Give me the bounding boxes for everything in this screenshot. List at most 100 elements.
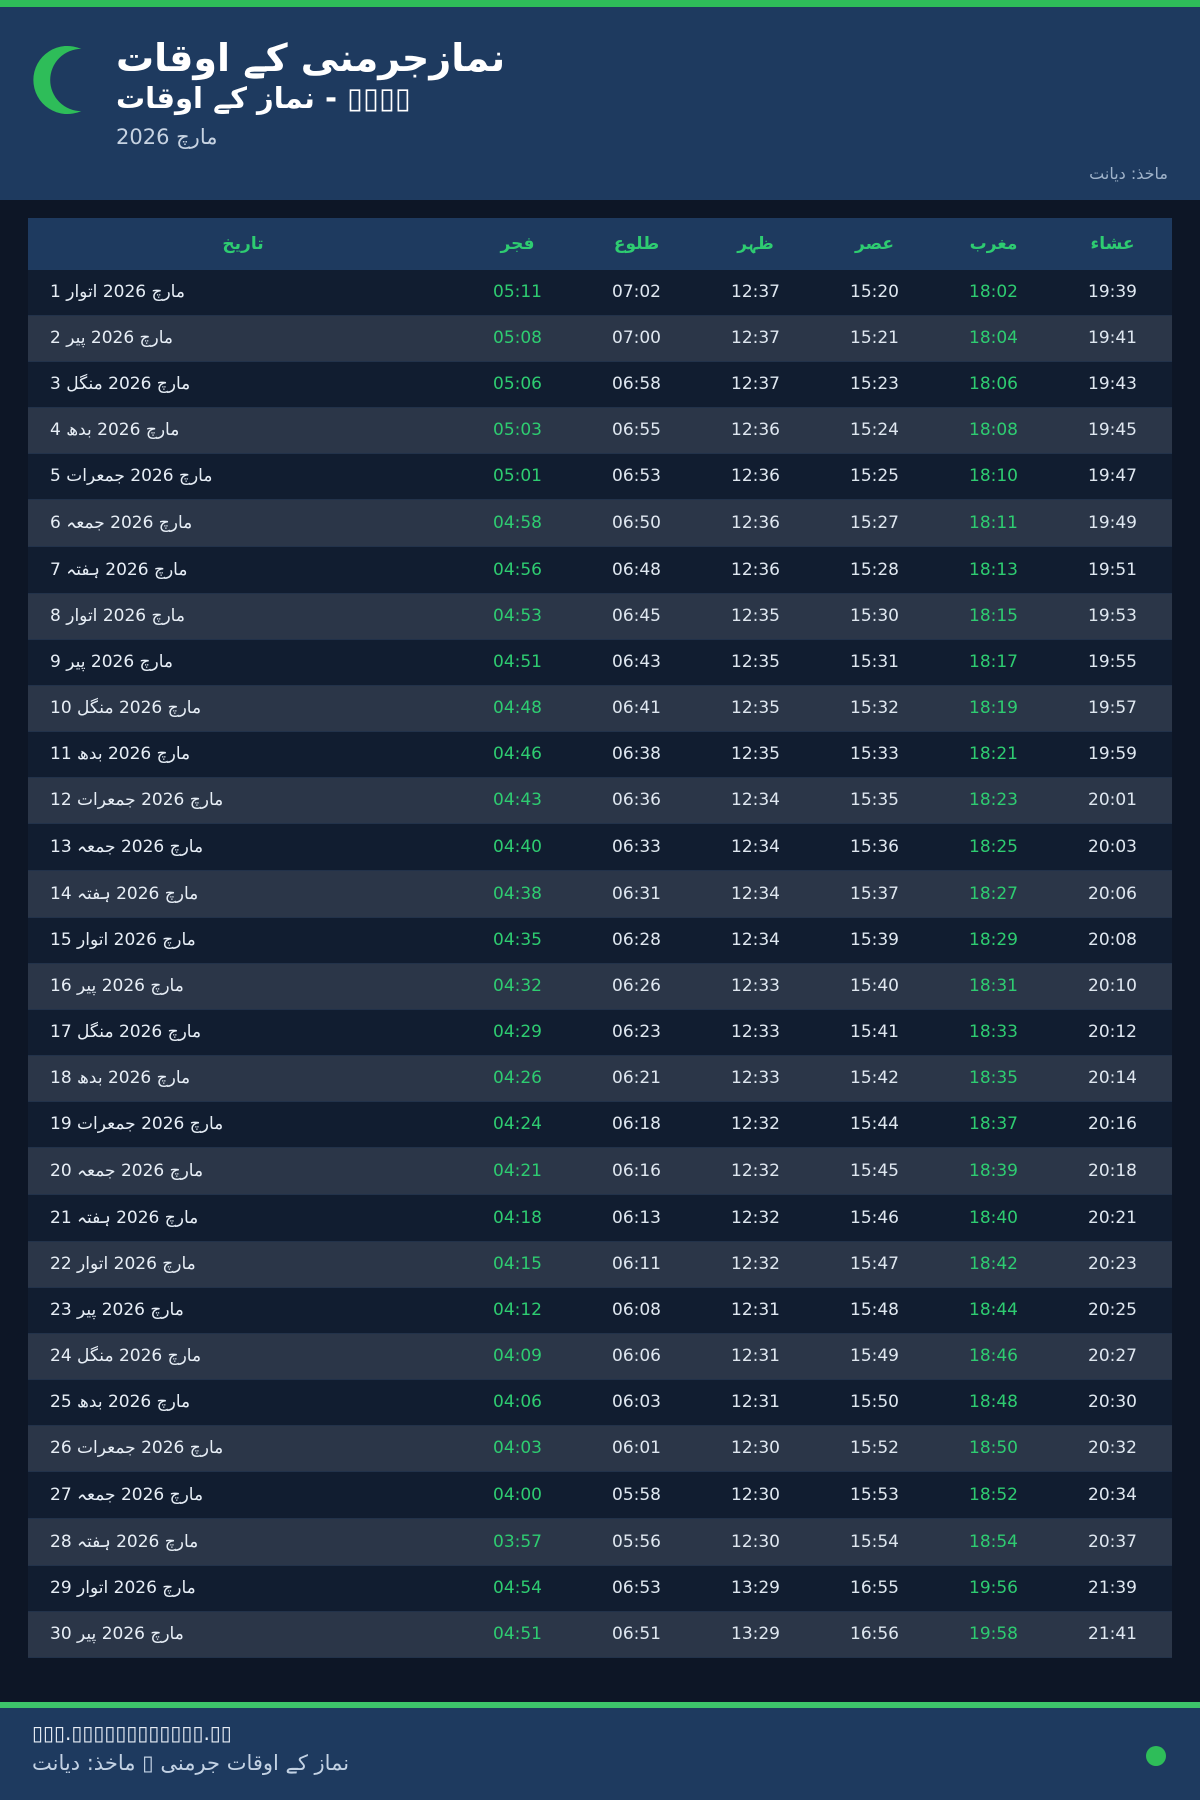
cell-maghrib: 18:15 [934, 593, 1053, 640]
cell-fajr: 03:57 [458, 1518, 577, 1566]
cell-sunrise: 06:03 [577, 1379, 696, 1426]
column-header-fajr: فجر [458, 218, 577, 270]
page-subtitle: نماز کے اوقات - ▯▯▯▯ [116, 80, 412, 115]
cell-isha: 19:49 [1053, 499, 1172, 547]
cell-sunrise: 07:02 [577, 270, 696, 316]
cell-maghrib: 18:31 [934, 963, 1053, 1010]
table-row: 14 مارچ 2026 ہفتہ 04:38 06:31 12:34 15:37 18:… [28, 870, 1172, 918]
cell-isha: 20:14 [1053, 1055, 1172, 1102]
cell-date: 11 مارچ 2026 بدھ [28, 731, 458, 778]
table-row: 22 مارچ 2026 اتوار 04:15 06:11 12:32 15:47 18… [28, 1241, 1172, 1288]
cell-asr: 15:45 [815, 1147, 934, 1195]
status-dot-icon [1146, 1746, 1166, 1766]
table-row: 29 مارچ 2026 اتوار 04:54 06:53 13:29 16:55 19… [28, 1565, 1172, 1612]
cell-isha: 19:53 [1053, 593, 1172, 640]
cell-asr: 15:52 [815, 1425, 934, 1472]
cell-maghrib: 18:33 [934, 1009, 1053, 1056]
cell-dhuhr: 12:35 [696, 731, 815, 778]
cell-dhuhr: 12:30 [696, 1471, 815, 1519]
cell-sunrise: 06:13 [577, 1194, 696, 1242]
cell-fajr: 05:03 [458, 407, 577, 454]
month-label: مارچ 2026 [116, 124, 218, 149]
cell-sunrise: 06:01 [577, 1425, 696, 1472]
table-row: 20 مارچ 2026 جمعہ 04:21 06:16 12:32 15:45 18:… [28, 1147, 1172, 1195]
cell-fajr: 04:38 [458, 870, 577, 918]
cell-fajr: 04:03 [458, 1425, 577, 1472]
table-row: 21 مارچ 2026 ہفتہ 04:18 06:13 12:32 15:46 18:… [28, 1194, 1172, 1242]
footer-url[interactable]: ▯▯▯.▯▯▯▯▯▯▯▯▯▯▯▯.▯▯ [32, 1721, 232, 1745]
cell-dhuhr: 12:35 [696, 639, 815, 686]
cell-sunrise: 06:58 [577, 361, 696, 408]
column-header-isha: عشاء [1053, 218, 1172, 270]
cell-dhuhr: 12:31 [696, 1379, 815, 1426]
table-row: 2 مارچ 2026 پیر 05:08 07:00 12:37 15:21 18:04… [28, 315, 1172, 362]
cell-maghrib: 18:52 [934, 1471, 1053, 1519]
cell-date: 29 مارچ 2026 اتوار [28, 1565, 458, 1612]
table-row: 1 مارچ 2026 اتوار 05:11 07:02 12:37 15:20 18:… [28, 270, 1172, 316]
cell-asr: 15:44 [815, 1101, 934, 1148]
cell-maghrib: 18:48 [934, 1379, 1053, 1426]
column-header-asr: عصر [815, 218, 934, 270]
cell-dhuhr: 12:37 [696, 270, 815, 316]
cell-date: 1 مارچ 2026 اتوار [28, 270, 458, 316]
cell-date: 24 مارچ 2026 منگل [28, 1333, 458, 1380]
cell-date: 13 مارچ 2026 جمعہ [28, 823, 458, 871]
table-row: 17 مارچ 2026 منگل 04:29 06:23 12:33 15:41 18:… [28, 1009, 1172, 1056]
cell-maghrib: 18:23 [934, 777, 1053, 824]
cell-isha: 21:39 [1053, 1565, 1172, 1612]
cell-date: 16 مارچ 2026 پیر [28, 963, 458, 1010]
cell-maghrib: 18:02 [934, 270, 1053, 316]
cell-isha: 19:59 [1053, 731, 1172, 778]
cell-date: 14 مارچ 2026 ہفتہ [28, 870, 458, 918]
cell-sunrise: 06:51 [577, 1611, 696, 1658]
cell-dhuhr: 12:37 [696, 361, 815, 408]
cell-asr: 15:49 [815, 1333, 934, 1380]
cell-isha: 20:10 [1053, 963, 1172, 1010]
table-header-row: تاریخ فجر طلوع ظہر عصر مغرب عشاء [28, 218, 1172, 270]
cell-dhuhr: 12:30 [696, 1518, 815, 1566]
cell-asr: 15:47 [815, 1241, 934, 1288]
table-row: 24 مارچ 2026 منگل 04:09 06:06 12:31 15:49 18:… [28, 1333, 1172, 1380]
cell-fajr: 04:51 [458, 639, 577, 686]
page-header: نمازجرمنی کے اوقات نماز کے اوقات - ▯▯▯▯ … [0, 7, 1200, 200]
cell-asr: 15:42 [815, 1055, 934, 1102]
cell-maghrib: 18:10 [934, 453, 1053, 500]
cell-isha: 20:23 [1053, 1241, 1172, 1288]
cell-isha: 19:47 [1053, 453, 1172, 500]
cell-asr: 15:30 [815, 593, 934, 640]
cell-dhuhr: 12:30 [696, 1425, 815, 1472]
cell-sunrise: 06:33 [577, 823, 696, 871]
cell-dhuhr: 12:34 [696, 777, 815, 824]
cell-date: 23 مارچ 2026 پیر [28, 1287, 458, 1334]
cell-dhuhr: 12:32 [696, 1101, 815, 1148]
cell-sunrise: 06:21 [577, 1055, 696, 1102]
cell-isha: 19:55 [1053, 639, 1172, 686]
cell-fajr: 04:09 [458, 1333, 577, 1380]
cell-sunrise: 06:26 [577, 963, 696, 1010]
prayer-times-table-wrapper: تاریخ فجر طلوع ظہر عصر مغرب عشاء 1 مارچ … [0, 200, 1200, 1702]
cell-maghrib: 18:29 [934, 917, 1053, 964]
cell-isha: 20:16 [1053, 1101, 1172, 1148]
table-body: 1 مارچ 2026 اتوار 05:11 07:02 12:37 15:20 18:… [28, 270, 1172, 1658]
cell-isha: 20:06 [1053, 870, 1172, 918]
cell-maghrib: 19:56 [934, 1565, 1053, 1612]
cell-maghrib: 18:37 [934, 1101, 1053, 1148]
crescent-moon-icon [33, 45, 82, 115]
cell-maghrib: 18:25 [934, 823, 1053, 871]
cell-dhuhr: 12:32 [696, 1241, 815, 1288]
cell-dhuhr: 12:33 [696, 1055, 815, 1102]
cell-fajr: 04:12 [458, 1287, 577, 1334]
cell-dhuhr: 12:34 [696, 917, 815, 964]
cell-date: 10 مارچ 2026 منگل [28, 685, 458, 732]
cell-sunrise: 06:41 [577, 685, 696, 732]
cell-fajr: 04:32 [458, 963, 577, 1010]
cell-fajr: 04:24 [458, 1101, 577, 1148]
table-row: 27 مارچ 2026 جمعہ 04:00 05:58 12:30 15:53 18:… [28, 1471, 1172, 1519]
cell-dhuhr: 12:32 [696, 1147, 815, 1195]
page-footer: ▯▯▯.▯▯▯▯▯▯▯▯▯▯▯▯.▯▯ نماز کے اوقات جرمنی … [0, 1702, 1200, 1800]
cell-date: 5 مارچ 2026 جمعرات [28, 453, 458, 500]
table-row: 8 مارچ 2026 اتوار 04:53 06:45 12:35 15:30 18:… [28, 593, 1172, 640]
cell-sunrise: 05:56 [577, 1518, 696, 1566]
top-accent-rule [0, 0, 1200, 7]
